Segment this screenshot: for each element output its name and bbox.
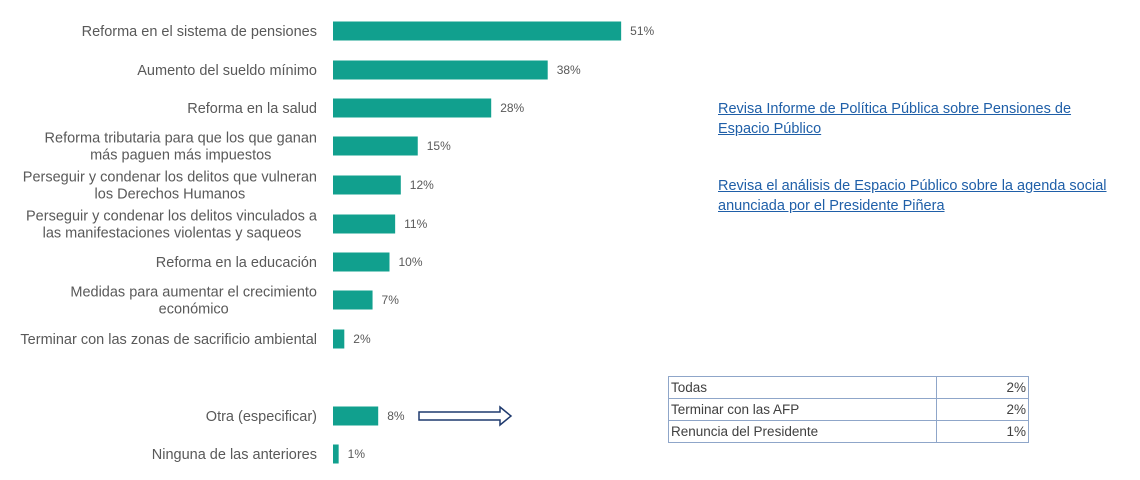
bar: [333, 290, 373, 310]
bar: [333, 136, 418, 156]
category-label: Otra (especificar): [206, 409, 317, 425]
table-cell-value: 1%: [936, 420, 1029, 443]
bar: [333, 214, 396, 234]
bar-value-label: 51%: [630, 24, 654, 38]
bar: [333, 252, 390, 272]
category-label: económico: [159, 302, 229, 318]
category-label: Perseguir y condenar los delitos vincula…: [26, 209, 318, 225]
table-row: Renuncia del Presidente 1%: [668, 420, 1029, 443]
category-label: Medidas para aumentar el crecimiento: [70, 285, 317, 301]
category-label: Perseguir y condenar los delitos que vul…: [23, 170, 317, 186]
category-label: Reforma en la educación: [156, 255, 317, 271]
bar: [333, 21, 622, 41]
bar: [333, 98, 492, 118]
bar-value-label: 12%: [410, 178, 434, 192]
social-agenda-analysis-link[interactable]: Revisa el análisis de Espacio Público so…: [718, 178, 1107, 214]
bar-value-label: 2%: [353, 332, 371, 346]
table-cell-label: Todas: [668, 376, 937, 399]
bar-value-label: 1%: [348, 447, 366, 461]
bar: [333, 444, 339, 464]
category-label: Reforma en el sistema de pensiones: [82, 24, 317, 40]
category-label: los Derechos Humanos: [95, 187, 246, 203]
table-cell-value: 2%: [936, 398, 1029, 421]
category-label: más paguen más impuestos: [90, 148, 271, 164]
category-label: Ninguna de las anteriores: [152, 447, 317, 463]
category-label: las manifestaciones violentas y saqueos: [43, 226, 302, 242]
bar: [333, 60, 548, 80]
other-responses-table: Todas 2% Terminar con las AFP 2% Renunci…: [668, 376, 1029, 443]
table-cell-label: Terminar con las AFP: [668, 398, 937, 421]
bar-value-label: 7%: [382, 293, 400, 307]
table-row: Todas 2%: [668, 376, 1029, 399]
bar: [333, 406, 379, 426]
arrow-right-icon: [418, 405, 513, 427]
bar: [333, 175, 401, 195]
category-label: Reforma en la salud: [187, 101, 317, 117]
category-label: Aumento del sueldo mínimo: [137, 63, 317, 79]
bar-value-label: 11%: [404, 217, 427, 231]
bar-value-label: 28%: [500, 101, 524, 115]
pension-report-link[interactable]: Revisa Informe de Política Pública sobre…: [718, 101, 1072, 137]
bar-value-label: 8%: [387, 409, 405, 423]
bar: [333, 329, 345, 349]
category-label: Reforma tributaria para que los que gana…: [45, 131, 317, 147]
category-label: Terminar con las zonas de sacrificio amb…: [20, 332, 317, 348]
bar-value-label: 10%: [399, 255, 423, 269]
table-cell-value: 2%: [936, 376, 1029, 399]
table-row: Terminar con las AFP 2%: [668, 398, 1029, 421]
table-cell-label: Renuncia del Presidente: [668, 420, 937, 443]
bar-value-label: 38%: [557, 63, 581, 77]
bar-value-label: 15%: [427, 139, 451, 153]
